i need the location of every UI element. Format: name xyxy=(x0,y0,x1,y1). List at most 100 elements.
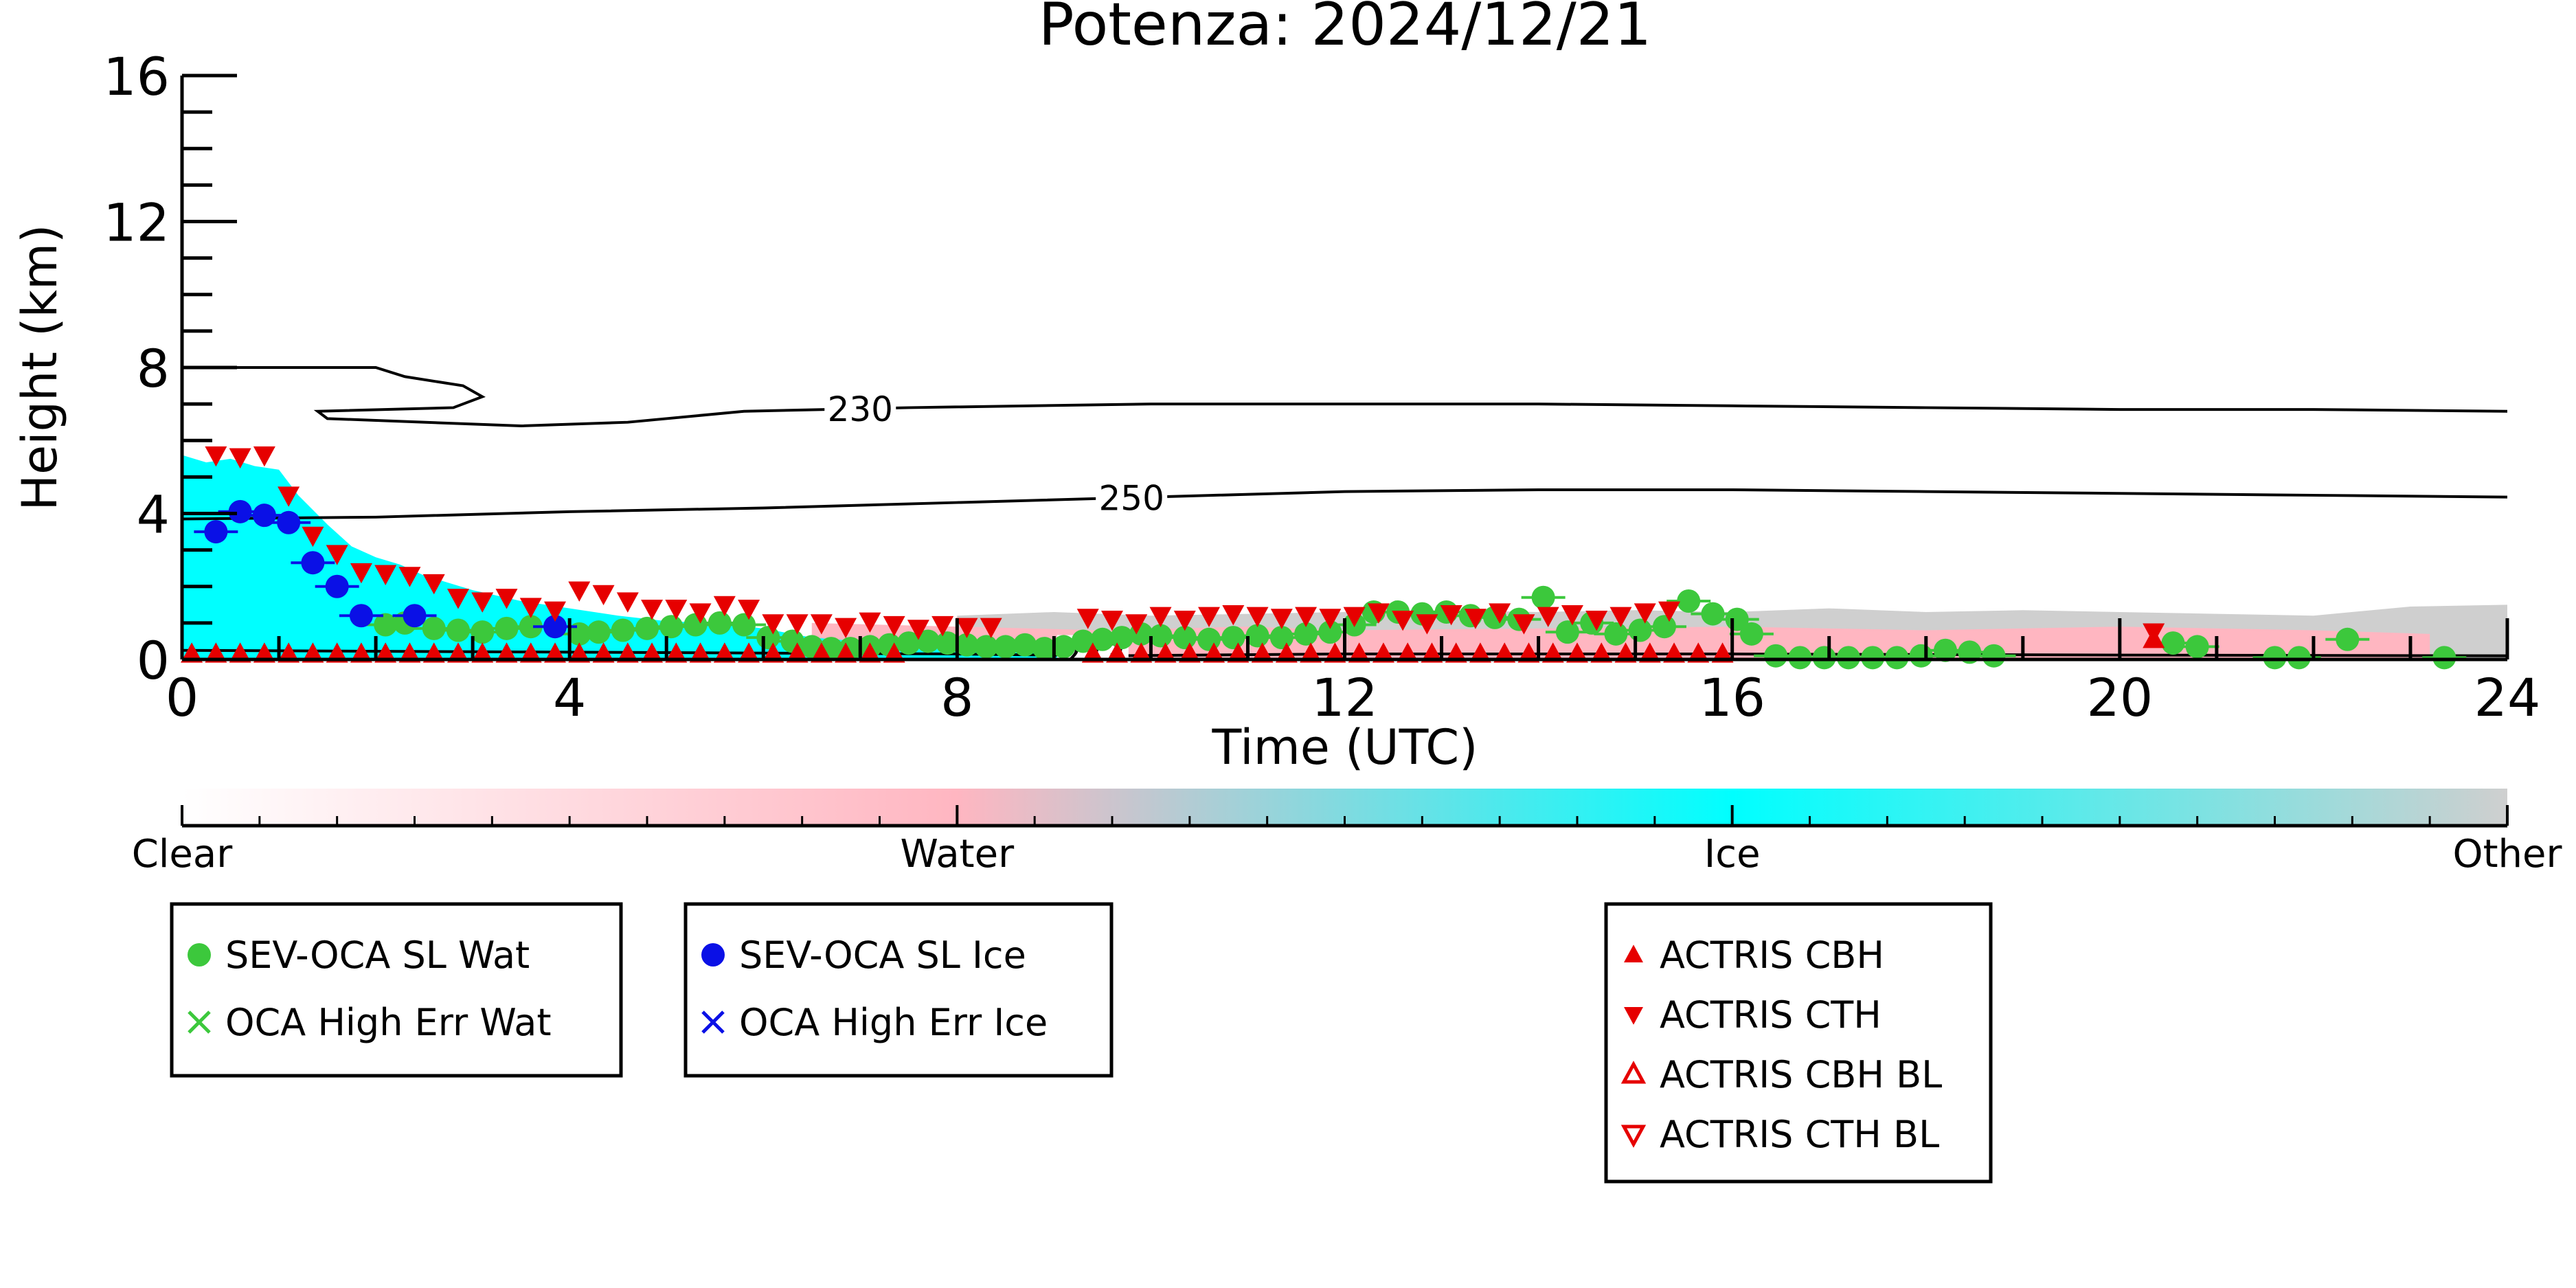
actris-cth-point xyxy=(1561,605,1583,626)
actris-cbh-point xyxy=(1590,642,1613,663)
sev-oca-sl-ice-point xyxy=(325,574,349,598)
y-tick-label: 12 xyxy=(103,192,170,253)
actris-cbh-point xyxy=(810,642,833,663)
actris-cbh-point xyxy=(859,642,881,663)
actris-cth-point xyxy=(568,581,591,602)
legend-marker-actris-cth xyxy=(1624,1006,1643,1025)
actris-cbh-point xyxy=(1638,642,1661,663)
legend-box-2 xyxy=(683,902,1114,1078)
marker-layer xyxy=(181,446,2467,670)
actris-cbh-point xyxy=(350,642,372,663)
actris-cth-point xyxy=(1513,614,1535,635)
actris-cbh-point xyxy=(1251,642,1274,663)
y-tick-label: 0 xyxy=(137,630,170,691)
actris-cbh-point xyxy=(1421,642,1443,663)
actris-cth-point xyxy=(1585,610,1608,631)
sev-oca-sl-wat-point xyxy=(1739,622,1763,646)
actris-cth-point xyxy=(1246,607,1269,628)
actris-cth-point xyxy=(1198,607,1221,628)
sev-oca-sl-wat-point xyxy=(1652,615,1676,639)
actris-cbh-point xyxy=(1541,642,1564,663)
y-tick-label: 8 xyxy=(137,338,170,399)
actris-cbh-point xyxy=(883,642,905,663)
sev-oca-sl-wat-point xyxy=(1269,626,1293,650)
actris-cth-point xyxy=(374,565,397,585)
tick-layer: 0 4 8 12 16 0 4 8 12 16 20 24 xyxy=(103,46,2540,728)
legend-layer: SEV-OCA SL Wat OCA High Err Wat SEV-OCA SL… xyxy=(170,902,1993,1184)
legend-label-actris-cth-bl: ACTRIS CTH BL xyxy=(1660,1113,1939,1156)
actris-cth-point xyxy=(1295,607,1318,628)
legend-box-3 xyxy=(1604,902,1993,1184)
actris-cth-point xyxy=(350,563,372,584)
contour-250 xyxy=(182,488,2507,521)
sev-oca-sl-wat-point xyxy=(993,635,1017,659)
actris-cbh-point xyxy=(1324,642,1346,663)
actris-cbh-point xyxy=(447,642,469,663)
actris-cth-point xyxy=(278,486,300,507)
actris-cth-point xyxy=(229,448,251,468)
legend-label-oca-high-err-ice: OCA High Err Ice xyxy=(739,1001,1048,1044)
actris-cbh-point xyxy=(786,642,809,663)
actris-cbh-point xyxy=(544,642,567,663)
actris-cbh-point xyxy=(1663,642,1686,663)
sev-oca-sl-wat-point xyxy=(567,622,591,646)
actris-cth-point xyxy=(1149,607,1172,628)
x-tick-label: 12 xyxy=(1311,667,1378,728)
sev-oca-sl-wat-point xyxy=(519,615,543,639)
sev-oca-sl-wat-point xyxy=(1885,646,1909,670)
sev-oca-sl-wat-point xyxy=(2161,631,2185,655)
actris-cth-point xyxy=(859,612,881,633)
actris-cth-point xyxy=(447,589,469,609)
actris-cbh-point xyxy=(1614,642,1637,663)
sev-oca-sl-wat-point xyxy=(2287,646,2311,670)
colorbar-label-ice: Ice xyxy=(1704,832,1761,877)
x-tick-label: 24 xyxy=(2474,667,2541,728)
actris-cbh-point xyxy=(738,642,760,663)
actris-cth-point xyxy=(2143,623,2165,644)
actris-cbh-point xyxy=(422,642,445,663)
actris-cth-point xyxy=(1125,614,1148,635)
actris-cbh-point xyxy=(1372,642,1394,663)
actris-cth-point xyxy=(1440,605,1462,626)
actris-cbh-point xyxy=(1154,642,1177,663)
actris-cbh-point xyxy=(1275,642,1298,663)
sev-oca-sl-wat-point xyxy=(916,629,940,653)
x-tick-label: 4 xyxy=(553,667,586,728)
chart-title: Potenza: 2024/12/21 xyxy=(1039,0,1651,59)
sev-oca-sl-wat-point xyxy=(2432,646,2456,670)
colorbar: Clear Water Ice Other xyxy=(132,789,2562,877)
legend-marker-actris-cbh-bl xyxy=(1620,1061,1647,1084)
actris-cth-point xyxy=(810,614,833,635)
y-axis-label: Height (km) xyxy=(12,225,68,511)
sev-oca-sl-ice-point xyxy=(349,604,373,628)
sev-oca-sl-wat-point xyxy=(936,631,960,655)
legend-label-sev-oca-sl-ice: SEV-OCA SL Ice xyxy=(739,934,1026,977)
sev-oca-sl-wat-point xyxy=(2263,646,2287,670)
actris-cbh-point xyxy=(278,642,300,663)
actris-cbh-point xyxy=(713,642,736,663)
sev-oca-sl-wat-point xyxy=(1531,585,1555,609)
actris-cbh-point xyxy=(762,642,784,663)
actris-cbh-point xyxy=(1687,642,1710,663)
actris-cbh-point xyxy=(1203,642,1225,663)
sev-oca-sl-ice-point xyxy=(543,615,567,639)
legend-marker-actris-cth-bl xyxy=(1620,1125,1647,1148)
actris-cth-point xyxy=(422,574,445,595)
x-tick-label: 8 xyxy=(940,667,973,728)
sev-oca-sl-wat-point xyxy=(1933,638,1957,662)
actris-cbh-point xyxy=(519,642,542,663)
legend-marker-oca-high-err-ice xyxy=(701,1010,725,1034)
sev-oca-sl-wat-point xyxy=(2336,627,2360,651)
actris-cth-point xyxy=(1464,609,1487,629)
sev-oca-sl-wat-point xyxy=(1677,589,1701,613)
actris-cth-point xyxy=(689,603,712,624)
actris-cbh-point xyxy=(1445,642,1467,663)
actris-cbh-point xyxy=(641,642,664,663)
actris-cth-point xyxy=(592,585,615,606)
contour-230 xyxy=(182,366,2507,428)
actris-cth-point xyxy=(907,620,929,640)
sev-oca-sl-wat-point xyxy=(708,611,732,635)
actris-cth-point xyxy=(471,592,494,613)
actris-cth-point xyxy=(205,446,227,467)
actris-cbh-point xyxy=(689,642,712,663)
